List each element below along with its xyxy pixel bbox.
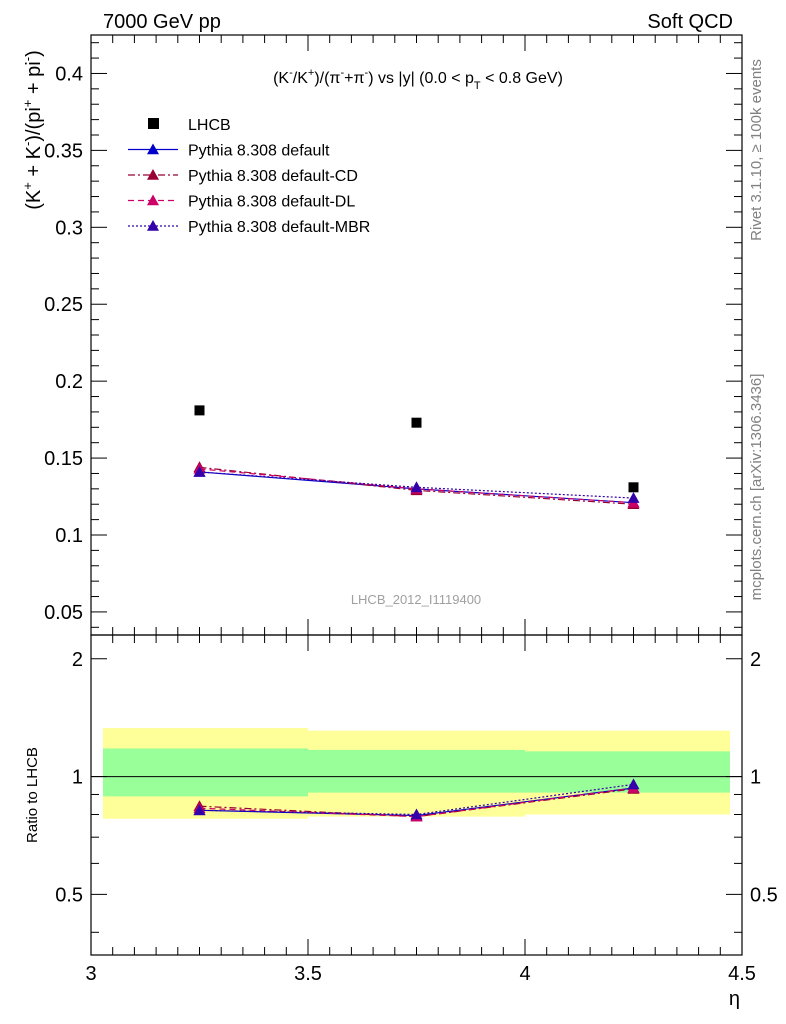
ratio-series-point [193,804,206,816]
ratio-y-tick-label: 2 [72,649,83,671]
x-axis-label: η [729,988,740,1010]
ratio-band-green [103,748,308,797]
axis-ticks [90,35,743,955]
series-point [193,465,206,477]
ratio-y-tick-label-right: 0.5 [750,884,778,906]
y-tick-label: 0.2 [55,371,83,393]
lhcb-data-point [411,417,422,428]
y-tick-label: 0.35 [44,140,83,162]
ratio-y-tick-label-right: 2 [750,649,761,671]
ratio-series-line [199,787,634,818]
y-tick-label: 0.4 [55,63,83,85]
legend-marker [147,143,159,155]
y-tick-label: 0.15 [44,448,83,470]
legend-label: LHCB [188,117,231,134]
ratio-band-green [308,749,525,793]
header-left: 7000 GeV pp [103,11,221,33]
ratio-series-point [627,778,640,790]
ratio-y-tick-label-right: 1 [750,767,761,789]
ratio-series [193,778,640,822]
x-tick-label: 3.5 [294,963,322,985]
legend-marker [147,169,159,180]
ratio-y-label: Ratio to LHCB [24,747,41,843]
legend: LHCB Pythia 8.308 default Pythia 8.308 def… [128,117,370,236]
ratio-bands [91,728,742,819]
legend-label: Pythia 8.308 default-CD [188,168,358,185]
legend-label: Pythia 8.308 default-MBR [188,219,370,236]
legend-marker [148,118,159,129]
header-right: Soft QCD [647,11,733,33]
main-title: (K-/K+)/(π-+π-) vs |y| (0.0 < pT < 0.8 G… [273,67,563,92]
rivet-label: Rivet 3.1.10, ≥ 100k events [748,59,765,241]
ratio-band-green [525,751,730,793]
legend-marker [147,220,159,231]
series-line [199,468,634,504]
ratio-series-point [410,808,423,820]
ratio-series-line [199,788,634,818]
lhcb-data-point [194,405,205,416]
legend-marker [147,194,159,206]
legend-label: Pythia 8.308 default-DL [188,194,355,211]
series-point [627,492,640,503]
y-tick-label: 0.3 [55,217,83,239]
main-series [193,405,640,510]
x-tick-label: 3 [85,963,96,985]
main-y-label: (K+ + K-)/(pi+ + pi-) [20,50,45,210]
mcplots-label: mcplots.cern.ch [arXiv:1306.3436] [748,374,765,601]
legend-label: Pythia 8.308 default [188,143,330,160]
axis-tick-labels: 0.05 0.1 0.15 0.2 0.25 0.3 0.35 0.4 3 3.5 4 4.5 0.5 0… [44,63,778,985]
analysis-watermark: LHCB_2012_I1119400 [351,592,481,607]
y-tick-label: 0.05 [44,602,83,624]
x-tick-label: 4 [519,963,530,985]
y-tick-label: 0.25 [44,294,83,316]
y-tick-label: 0.1 [55,525,83,547]
x-tick-label: 4.5 [728,963,756,985]
ratio-y-tick-label: 1 [72,767,83,789]
series-point [410,481,423,493]
ratio-y-tick-label: 0.5 [55,884,83,906]
series-line [199,466,634,505]
lhcb-data-point [628,482,639,493]
